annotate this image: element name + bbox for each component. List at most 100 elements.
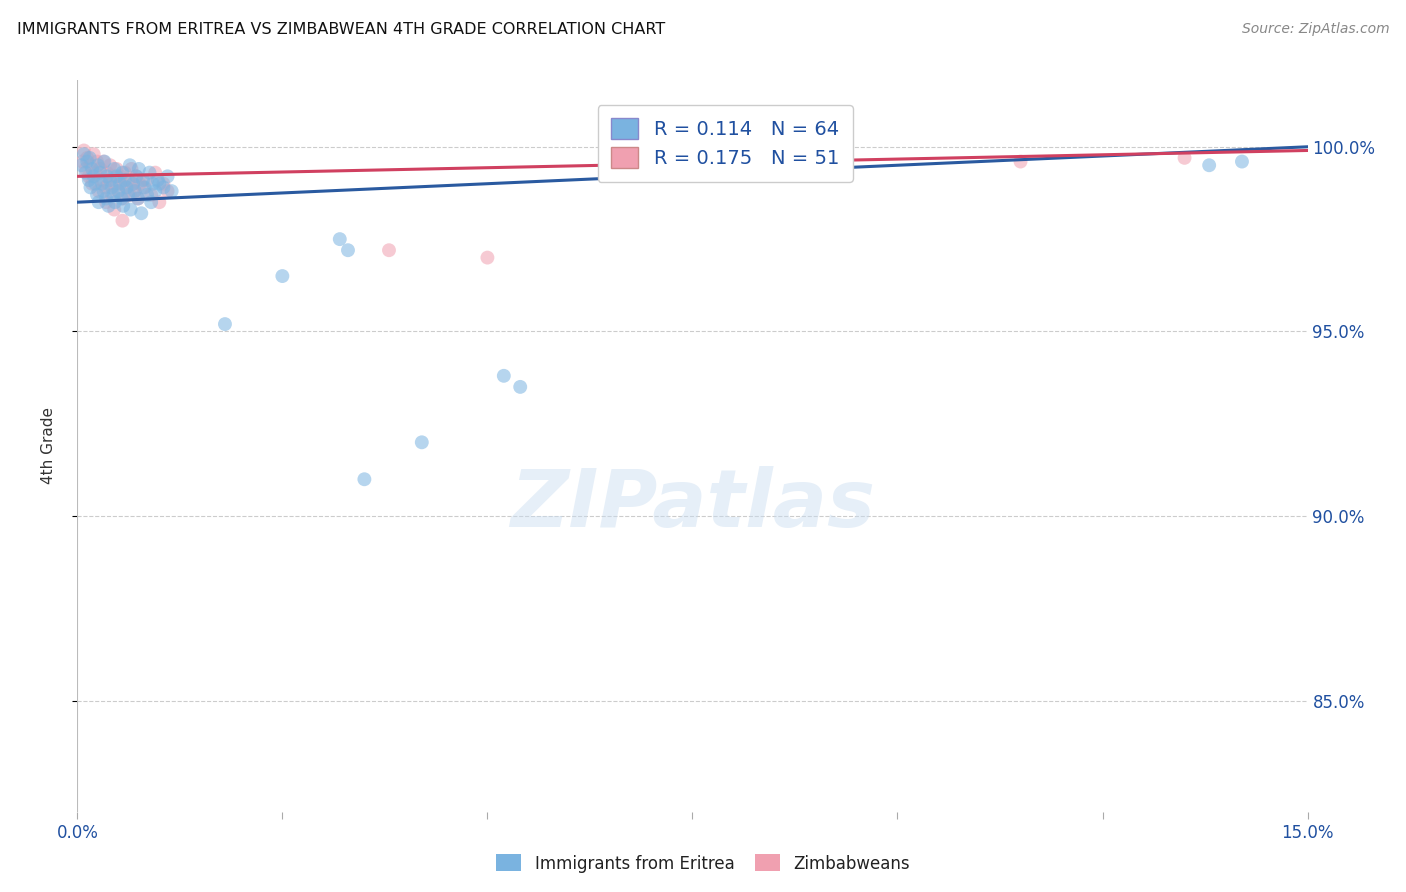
Point xyxy=(120,202,142,217)
Point xyxy=(337,244,360,258)
Point xyxy=(146,173,169,187)
Point xyxy=(114,173,136,187)
Point xyxy=(93,184,115,198)
Point xyxy=(103,187,125,202)
Point xyxy=(87,158,110,172)
Point xyxy=(152,177,174,191)
Point xyxy=(70,154,93,169)
Point xyxy=(84,166,107,180)
Point xyxy=(1010,154,1032,169)
Text: IMMIGRANTS FROM ERITREA VS ZIMBABWEAN 4TH GRADE CORRELATION CHART: IMMIGRANTS FROM ERITREA VS ZIMBABWEAN 4T… xyxy=(17,22,665,37)
Point xyxy=(136,187,159,202)
Y-axis label: 4th Grade: 4th Grade xyxy=(42,408,56,484)
Legend: Immigrants from Eritrea, Zimbabweans: Immigrants from Eritrea, Zimbabweans xyxy=(489,847,917,880)
Point xyxy=(75,161,97,176)
Point xyxy=(142,177,165,191)
Point xyxy=(271,268,294,283)
Point xyxy=(104,177,127,191)
Point xyxy=(94,195,117,210)
Point xyxy=(103,161,125,176)
Point xyxy=(1198,158,1220,172)
Point xyxy=(128,177,150,191)
Legend: R = 0.114   N = 64, R = 0.175   N = 51: R = 0.114 N = 64, R = 0.175 N = 51 xyxy=(598,104,853,182)
Point xyxy=(134,180,156,194)
Point xyxy=(128,161,150,176)
Point xyxy=(75,166,97,180)
Point xyxy=(83,147,105,161)
Point xyxy=(105,169,128,184)
Point xyxy=(141,195,163,210)
Point xyxy=(152,180,174,194)
Point xyxy=(129,206,153,220)
Point xyxy=(96,166,118,180)
Point xyxy=(112,192,135,206)
Point xyxy=(76,151,98,165)
Point xyxy=(378,244,401,258)
Point xyxy=(94,180,117,194)
Point xyxy=(86,187,108,202)
Point xyxy=(82,161,104,176)
Point xyxy=(97,199,120,213)
Point xyxy=(87,184,110,198)
Point xyxy=(353,472,375,486)
Point xyxy=(77,169,100,184)
Point xyxy=(1230,154,1253,169)
Point xyxy=(111,166,134,180)
Point xyxy=(107,184,129,198)
Point xyxy=(329,232,352,246)
Point xyxy=(83,169,105,184)
Point xyxy=(125,169,148,184)
Point xyxy=(143,184,166,198)
Point xyxy=(90,177,114,191)
Point xyxy=(103,202,125,217)
Text: ZIPatlas: ZIPatlas xyxy=(510,466,875,543)
Point xyxy=(76,154,98,169)
Point xyxy=(160,184,183,198)
Point xyxy=(87,195,110,210)
Point xyxy=(94,192,117,206)
Point xyxy=(98,173,121,187)
Point xyxy=(122,177,145,191)
Point xyxy=(112,199,135,213)
Point xyxy=(127,192,149,206)
Point xyxy=(97,177,120,191)
Point xyxy=(115,180,138,194)
Point xyxy=(138,166,160,180)
Point xyxy=(477,251,499,265)
Point xyxy=(107,184,129,198)
Point xyxy=(763,158,786,172)
Point xyxy=(124,184,146,198)
Point xyxy=(124,184,146,198)
Point xyxy=(118,187,141,202)
Point xyxy=(509,380,531,394)
Point xyxy=(89,166,111,180)
Point xyxy=(148,177,170,191)
Point xyxy=(115,180,138,194)
Point xyxy=(411,435,433,450)
Point xyxy=(148,195,170,210)
Point xyxy=(77,173,100,187)
Point xyxy=(214,317,236,331)
Point xyxy=(114,166,136,180)
Point xyxy=(105,161,128,176)
Point xyxy=(127,192,149,206)
Point xyxy=(101,180,124,194)
Point xyxy=(111,177,132,191)
Point xyxy=(86,154,108,169)
Point xyxy=(125,169,148,184)
Point xyxy=(93,154,115,169)
Point xyxy=(117,187,139,202)
Point xyxy=(118,158,141,172)
Point xyxy=(156,169,179,184)
Point xyxy=(79,158,101,172)
Point xyxy=(90,173,114,187)
Point xyxy=(79,180,101,194)
Point xyxy=(73,144,96,158)
Point xyxy=(101,187,124,202)
Point xyxy=(104,195,127,210)
Point xyxy=(82,177,104,191)
Point xyxy=(132,173,155,187)
Point xyxy=(73,147,96,161)
Point xyxy=(121,161,143,176)
Point xyxy=(84,177,107,191)
